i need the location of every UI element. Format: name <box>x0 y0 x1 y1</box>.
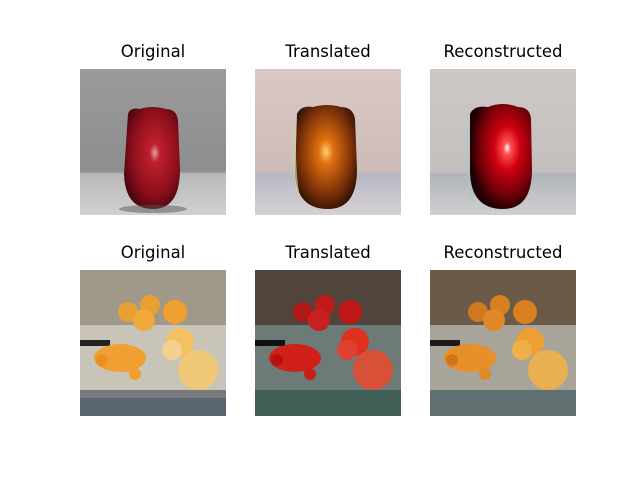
panel-title: Translated <box>285 243 371 262</box>
apple-original-image <box>80 69 226 215</box>
panel-title: Original <box>120 42 186 61</box>
apple-reconstructed-image <box>430 69 576 215</box>
oranges-reconstructed-image <box>430 270 576 416</box>
panel-title: Original <box>120 243 186 262</box>
oranges-original-image <box>80 270 226 416</box>
panel-title: Reconstructed <box>443 42 563 61</box>
panel-title: Translated <box>285 42 371 61</box>
panel-title: Reconstructed <box>443 243 563 262</box>
apple-translated-image <box>255 69 401 215</box>
oranges-translated-image <box>255 270 401 416</box>
